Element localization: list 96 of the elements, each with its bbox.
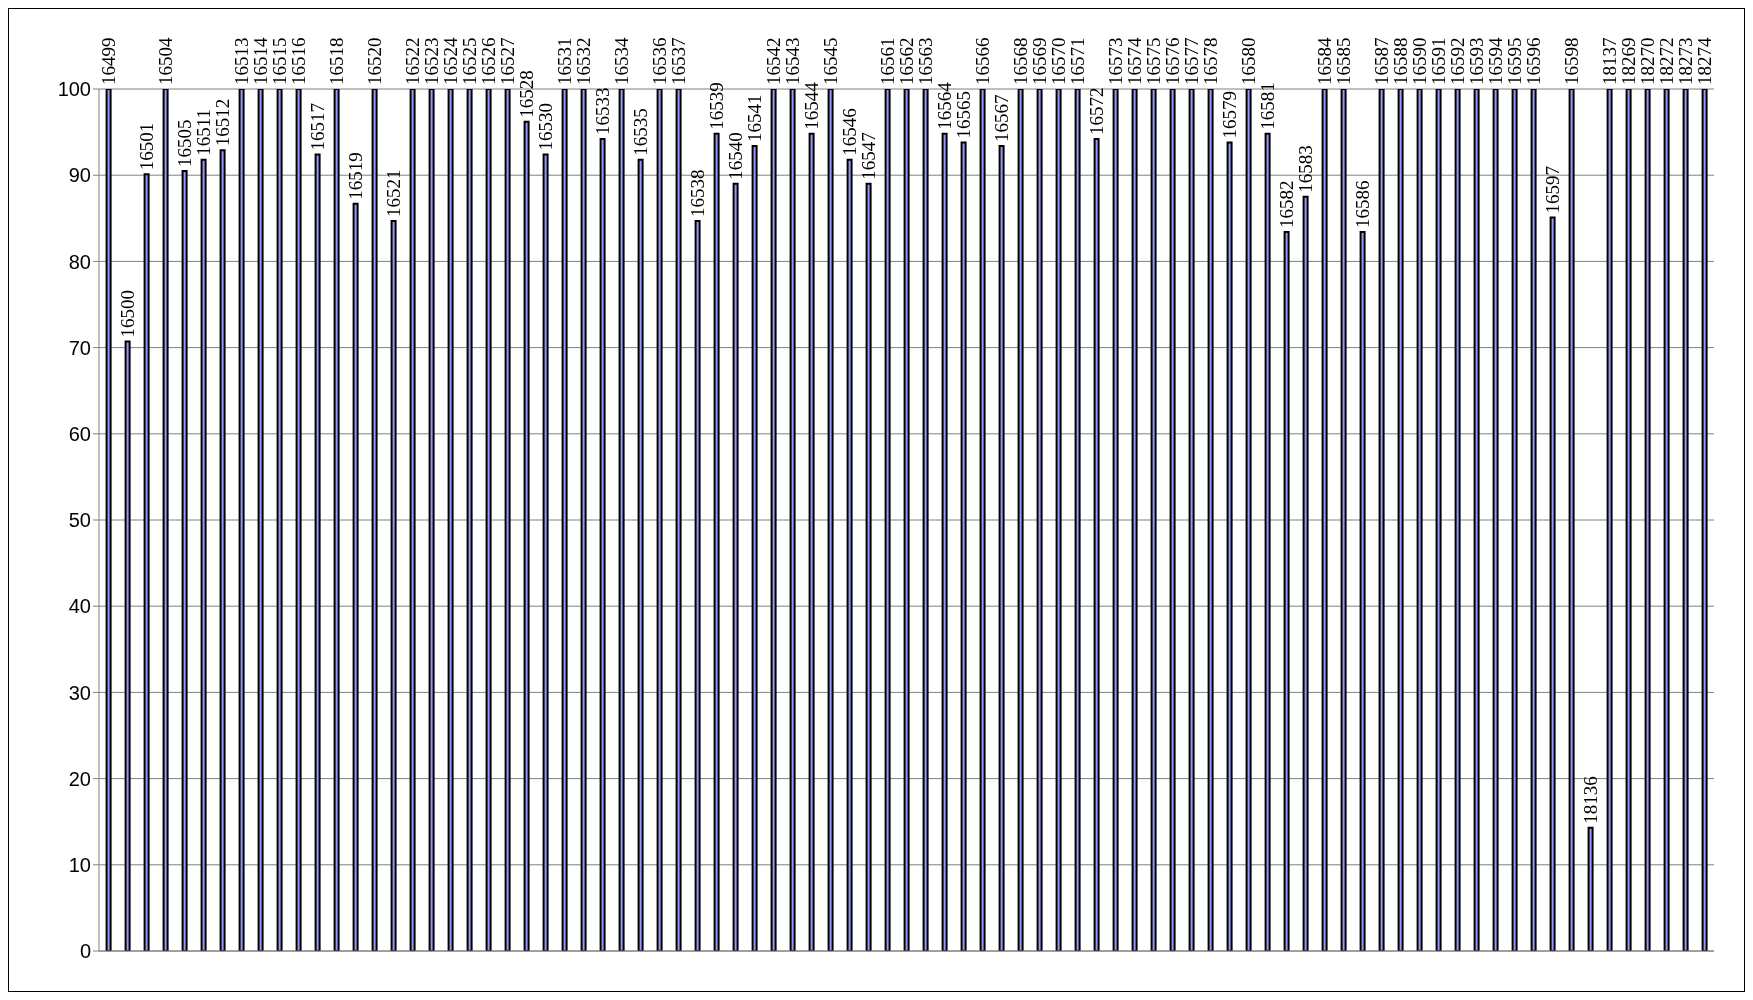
x-tick-label: 18272: [1655, 37, 1677, 85]
x-tick-label: 16513: [230, 37, 252, 85]
x-tick-label: 16518: [325, 37, 347, 85]
x-tick-label: 16581: [1256, 82, 1278, 130]
x-tick-label: 18274: [1693, 37, 1715, 85]
x-tick-label: 16542: [762, 37, 784, 85]
x-tick-label: 16522: [401, 37, 423, 85]
y-tick-label: 50: [68, 509, 91, 532]
x-tick-label: 18273: [1674, 37, 1696, 85]
y-tick-label: 100: [57, 78, 91, 101]
x-tick-label: 16564: [933, 81, 955, 130]
x-tick-label: 16536: [648, 37, 670, 85]
x-tick-label: 16575: [1142, 37, 1164, 85]
y-tick-label: 10: [68, 853, 91, 876]
x-tick-label: 16597: [1541, 165, 1563, 214]
x-tick-label: 16572: [1085, 87, 1107, 135]
x-tick-label: 18137: [1598, 37, 1620, 85]
y-tick-label: 90: [68, 164, 91, 187]
x-tick-label: 16524: [439, 37, 461, 85]
x-tick-label: 16578: [1199, 37, 1221, 85]
x-tick-label: 16577: [1180, 37, 1202, 85]
x-tick-label: 16525: [458, 37, 480, 85]
x-tick-label: 16596: [1522, 37, 1544, 85]
x-tick-label: 16595: [1503, 37, 1525, 85]
x-tick-label: 16521: [382, 169, 404, 217]
x-tick-label: 16530: [534, 103, 556, 151]
x-tick-label: 16586: [1351, 180, 1373, 229]
x-tick-label: 16541: [743, 94, 765, 142]
x-tick-label: 16532: [572, 37, 594, 85]
x-tick-label: 16594: [1484, 37, 1506, 85]
x-tick-label: 16538: [686, 169, 708, 217]
y-tick-label: 20: [68, 767, 91, 790]
x-tick-label: 16582: [1275, 180, 1297, 229]
x-tick-label: 16576: [1161, 37, 1183, 85]
x-tick-label: 16515: [268, 37, 290, 85]
x-tick-label: 16587: [1370, 37, 1392, 85]
x-tick-label: 16563: [914, 37, 936, 85]
x-tick-label: 16598: [1560, 37, 1582, 85]
x-tick-label: 16591: [1427, 37, 1449, 85]
x-tick-label: 16512: [211, 98, 233, 147]
x-tick-label: 16590: [1408, 37, 1430, 85]
y-tick-label: 30: [68, 681, 91, 704]
x-tick-label: 16511: [192, 108, 214, 156]
x-tick-label: 16517: [306, 103, 328, 151]
x-tick-label: 16505: [173, 119, 195, 167]
x-tick-label: 16543: [781, 37, 803, 85]
x-tick-label: 16516: [287, 37, 309, 85]
x-tick-label: 16592: [1446, 37, 1468, 85]
x-tick-label: 16593: [1465, 37, 1487, 85]
x-tick-label: 16567: [990, 94, 1012, 142]
x-tick-label: 16588: [1389, 37, 1411, 85]
x-tick-label: 16570: [1047, 37, 1069, 85]
x-tick-label: 16568: [1009, 37, 1031, 85]
x-tick-label: 16531: [553, 37, 575, 85]
x-tick-label: 16535: [629, 108, 651, 156]
x-tick-label: 16574: [1123, 37, 1145, 85]
x-tick-label: 16583: [1294, 145, 1316, 193]
x-tick-label: 16545: [819, 37, 841, 85]
x-tick-label: 16540: [724, 132, 746, 180]
x-tick-label: 16547: [857, 132, 879, 180]
x-tick-label: 16584: [1313, 37, 1335, 85]
x-tick-label: 16573: [1104, 37, 1126, 85]
x-tick-label: 16500: [116, 290, 138, 338]
x-tick-label: 16528: [515, 70, 537, 118]
x-tick-label: 16579: [1218, 90, 1240, 139]
x-tick-label: 16514: [249, 37, 271, 85]
x-tick-label: 16562: [895, 37, 917, 85]
x-tick-label: 16566: [971, 37, 993, 85]
x-tick-label: 16501: [135, 122, 157, 171]
x-tick-label: 16585: [1332, 37, 1354, 85]
y-tick-label: 0: [79, 940, 91, 963]
x-tick-label: 16504: [154, 37, 176, 85]
x-tick-label: 18269: [1617, 37, 1639, 85]
x-tick-label: 16565: [952, 90, 974, 139]
x-tick-label: 16537: [667, 37, 689, 85]
x-tick-label: 16519: [344, 152, 366, 200]
x-tick-label: 16561: [876, 37, 898, 85]
x-tick-label: 16544: [800, 81, 822, 130]
x-tick-label: 16533: [591, 87, 613, 135]
x-tick-label: 16546: [838, 108, 860, 156]
y-tick-label: 80: [68, 250, 91, 273]
x-tick-label: 16571: [1066, 37, 1088, 85]
y-tick-label: 60: [68, 422, 91, 445]
y-tick-label: 40: [68, 595, 91, 618]
x-tick-label: 16527: [496, 37, 518, 85]
x-tick-label: 16580: [1237, 37, 1259, 85]
x-tick-label: 18270: [1636, 37, 1658, 85]
y-tick-label: 70: [68, 336, 91, 359]
x-tick-label: 16523: [420, 37, 442, 85]
x-tick-label: 16569: [1028, 37, 1050, 85]
x-tick-label: 16534: [610, 37, 632, 85]
x-tick-label: 16526: [477, 37, 499, 85]
x-tick-label: 16520: [363, 37, 385, 85]
x-tick-label: 16539: [705, 82, 727, 130]
x-tick-label: 18136: [1579, 776, 1601, 824]
x-tick-label: 16499: [97, 37, 119, 85]
